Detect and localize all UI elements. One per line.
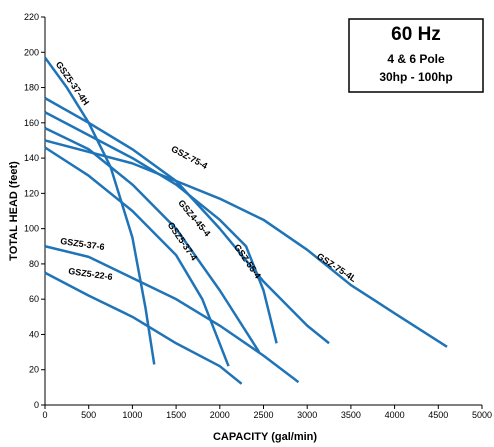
- series-line: [44, 245, 300, 384]
- y-tick-label: 60: [29, 294, 39, 304]
- y-tick-label: 120: [24, 188, 39, 198]
- chart-subtitle: 4 & 6 Pole: [387, 52, 445, 66]
- series-label: GSZ-75-4: [170, 144, 210, 171]
- y-tick-label: 80: [29, 259, 39, 269]
- x-tick-label: 1500: [166, 410, 186, 420]
- x-tick-label: 1000: [122, 410, 142, 420]
- x-tick-label: 2500: [253, 410, 273, 420]
- x-tick-label: 0: [42, 410, 47, 420]
- series-label: GSZ-75-4L: [315, 251, 359, 284]
- series-line: [44, 146, 230, 367]
- y-tick-label: 100: [24, 224, 39, 234]
- y-tick-label: 0: [34, 400, 39, 410]
- series-line: [44, 97, 330, 345]
- x-tick-label: 4000: [385, 410, 405, 420]
- y-tick-label: 220: [24, 12, 39, 22]
- series-label: GSZ5-37-6: [60, 236, 105, 252]
- info-box: [348, 18, 484, 93]
- y-tick-label: 200: [24, 47, 39, 57]
- y-tick-label: 40: [29, 329, 39, 339]
- x-tick-label: 5000: [472, 410, 492, 420]
- x-tick-label: 4500: [428, 410, 448, 420]
- chart-title: 60 Hz: [391, 24, 441, 45]
- y-tick-label: 140: [24, 153, 39, 163]
- y-tick-label: 20: [29, 365, 39, 375]
- series-line: [43, 56, 156, 365]
- series-label: GSZ5-37-4H: [54, 60, 91, 108]
- x-tick-label: 3500: [341, 410, 361, 420]
- y-axis-title: TOTAL HEAD (feet): [8, 161, 20, 261]
- series-label: GSZ5-22-6: [68, 266, 113, 282]
- series-line: [44, 111, 278, 344]
- x-tick-label: 3000: [297, 410, 317, 420]
- series-line: [44, 271, 243, 385]
- series-label: GSZ5-37-4: [166, 220, 200, 262]
- y-tick-label: 160: [24, 118, 39, 128]
- x-axis-title: CAPACITY (gal/min): [213, 431, 317, 443]
- series-line: [44, 139, 448, 348]
- y-tick-label: 180: [24, 83, 39, 93]
- series-line: [44, 126, 261, 353]
- x-tick-label: 500: [81, 410, 96, 420]
- chart-note: 30hp - 100hp: [379, 70, 452, 84]
- x-tick-label: 2000: [210, 410, 230, 420]
